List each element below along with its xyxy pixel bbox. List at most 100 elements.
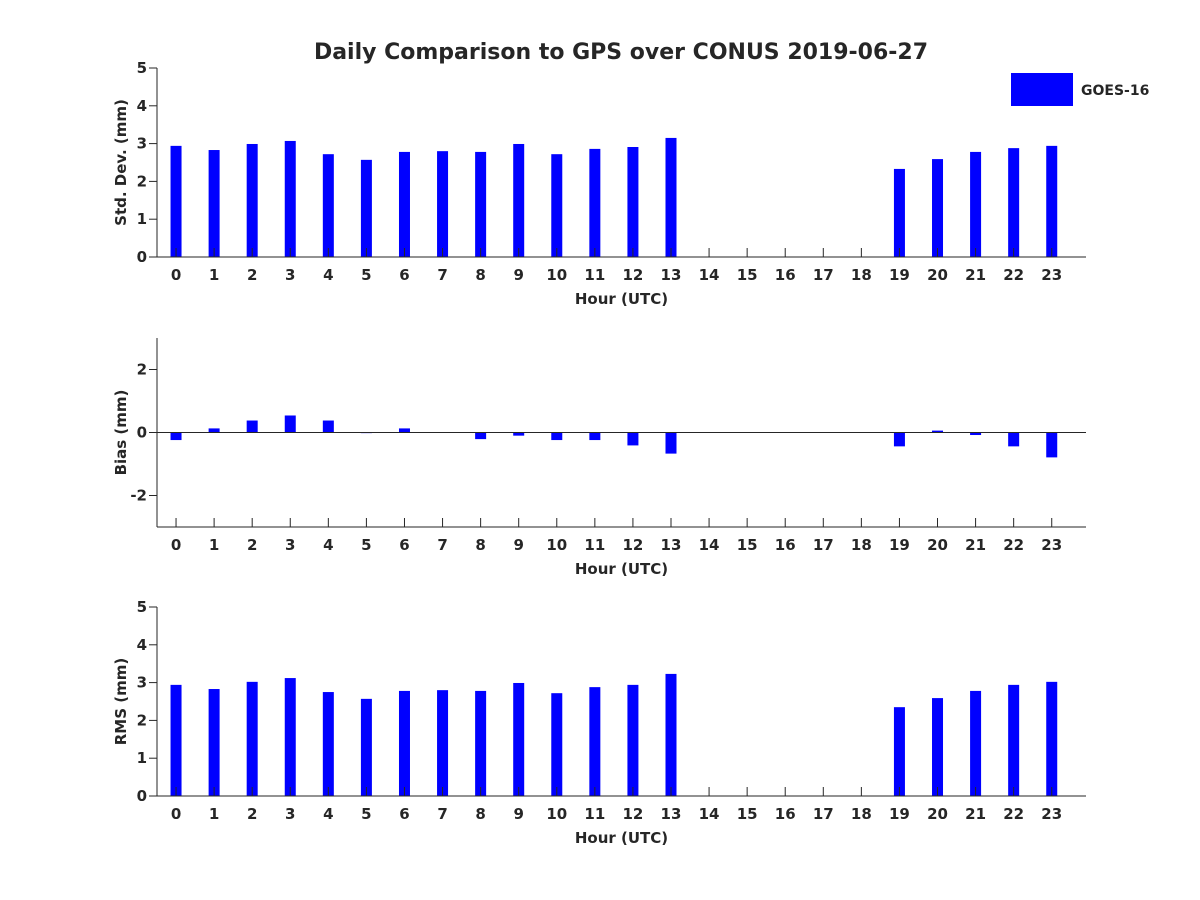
x-tick-label: 21 [965,266,986,284]
x-tick-label: 14 [699,805,720,823]
y-tick-label: 4 [137,97,147,115]
bar [284,140,296,257]
y-tick-label: 3 [137,135,147,153]
x-tick-label: 19 [889,805,910,823]
bar [398,690,410,796]
x-tick-label: 22 [1003,805,1024,823]
bar [932,430,944,433]
x-tick-label: 17 [813,266,834,284]
bar [970,432,982,436]
y-tick-label: 2 [137,361,147,379]
legend-label: GOES-16 [1081,83,1149,99]
y-tick-label: 4 [137,636,147,654]
x-tick-label: 20 [927,805,948,823]
y-tick-label: 1 [137,210,147,228]
x-tick-label: 16 [775,805,796,823]
x-tick-label: 23 [1041,805,1062,823]
bar [246,420,258,433]
bar [970,151,982,257]
x-axis-label: Hour (UTC) [575,829,668,847]
bar [1046,681,1058,796]
x-tick-label: 5 [361,805,371,823]
y-axis-label: Std. Dev. (mm) [112,99,130,226]
x-tick-label: 18 [851,266,872,284]
bar [170,145,182,257]
x-tick-label: 13 [661,536,682,554]
legend: GOES-16 [1011,73,1149,106]
bar [665,432,677,454]
bar [398,428,410,433]
bar [1008,148,1020,257]
x-tick-label: 9 [513,266,523,284]
bar [1008,684,1020,796]
x-tick-label: 3 [285,536,295,554]
bar [551,432,563,441]
y-tick-label: 0 [137,424,147,442]
y-tick-label: 0 [137,787,147,805]
bar [513,432,525,436]
x-tick-label: 13 [661,805,682,823]
bar [208,428,220,433]
x-tick-label: 23 [1041,536,1062,554]
x-tick-label: 9 [513,536,523,554]
x-tick-label: 17 [813,536,834,554]
bar [1046,145,1058,257]
bar [170,684,182,796]
y-tick-label: -2 [130,487,147,505]
bar [360,698,372,796]
bar [246,681,258,796]
x-tick-label: 19 [889,266,910,284]
bar [360,159,372,257]
x-tick-label: 12 [622,536,643,554]
x-tick-label: 2 [247,805,257,823]
x-tick-label: 11 [584,536,605,554]
x-tick-label: 5 [361,266,371,284]
x-tick-label: 2 [247,536,257,554]
y-tick-label: 3 [137,674,147,692]
x-tick-label: 6 [399,536,409,554]
bar [246,143,258,257]
y-tick-label: 5 [137,598,147,616]
bar [322,692,334,796]
bar [208,689,220,796]
x-tick-label: 1 [209,805,219,823]
bar [475,432,487,440]
x-tick-label: 2 [247,266,257,284]
x-tick-label: 4 [323,805,333,823]
y-tick-label: 0 [137,248,147,266]
x-tick-label: 3 [285,266,295,284]
bar [627,432,639,446]
bar [551,693,563,796]
bar [513,682,525,796]
x-tick-label: 21 [965,805,986,823]
x-tick-label: 10 [546,805,567,823]
x-tick-label: 1 [209,536,219,554]
bar [437,690,449,796]
bar [475,151,487,257]
x-tick-label: 5 [361,536,371,554]
panel-std-dev: 0 1 2 3 4 5 6 7 8 9 10 11 12 13 14 15 16 17 18 19 20 21 22 2301… [112,59,1086,308]
bar [932,159,944,257]
bar [322,154,334,257]
y-axis-label: Bias (mm) [112,390,130,476]
bar [1046,432,1058,458]
y-tick-label: 2 [137,172,147,190]
bar [893,168,905,257]
x-tick-label: 6 [399,805,409,823]
x-tick-label: 11 [584,805,605,823]
x-tick-label: 12 [622,266,643,284]
x-tick-label: 15 [737,266,758,284]
x-tick-label: 15 [737,536,758,554]
x-tick-label: 13 [661,266,682,284]
x-tick-label: 9 [513,805,523,823]
x-tick-label: 16 [775,266,796,284]
x-tick-label: 7 [437,805,447,823]
x-tick-label: 22 [1003,266,1024,284]
panel-rms: 0 1 2 3 4 5 6 7 8 9 10 11 12 13 14 15 16 17 18 19 20 21 22 2301… [112,598,1086,847]
x-tick-label: 10 [546,266,567,284]
x-tick-label: 18 [851,536,872,554]
x-tick-label: 11 [584,266,605,284]
x-tick-label: 7 [437,266,447,284]
x-tick-label: 1 [209,266,219,284]
